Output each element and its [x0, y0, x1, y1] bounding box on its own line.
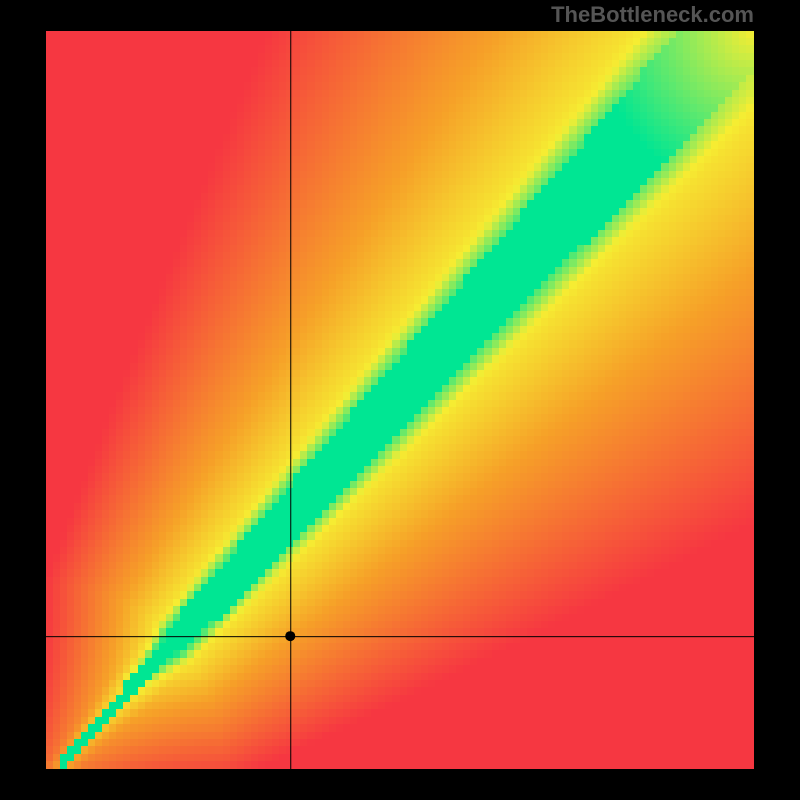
chart-container: TheBottleneck.com [0, 0, 800, 800]
watermark-text: TheBottleneck.com [551, 2, 754, 28]
heatmap-plot [46, 31, 754, 769]
